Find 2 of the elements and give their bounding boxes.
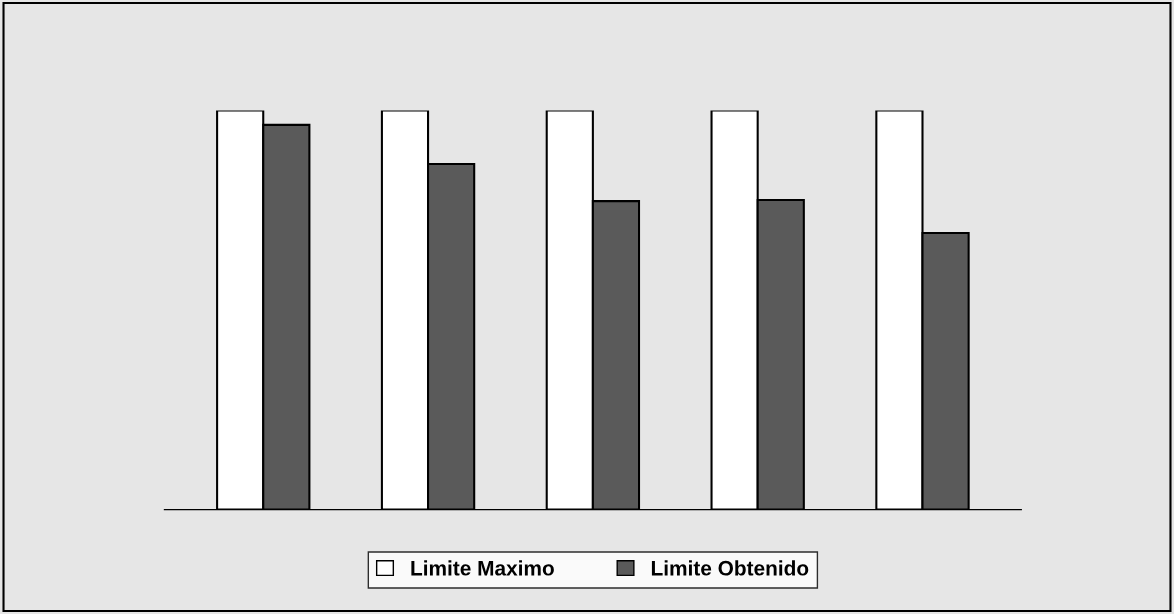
legend-label: Limite Obtenido (651, 560, 809, 576)
legend-label: Limite Maximo (411, 560, 554, 576)
